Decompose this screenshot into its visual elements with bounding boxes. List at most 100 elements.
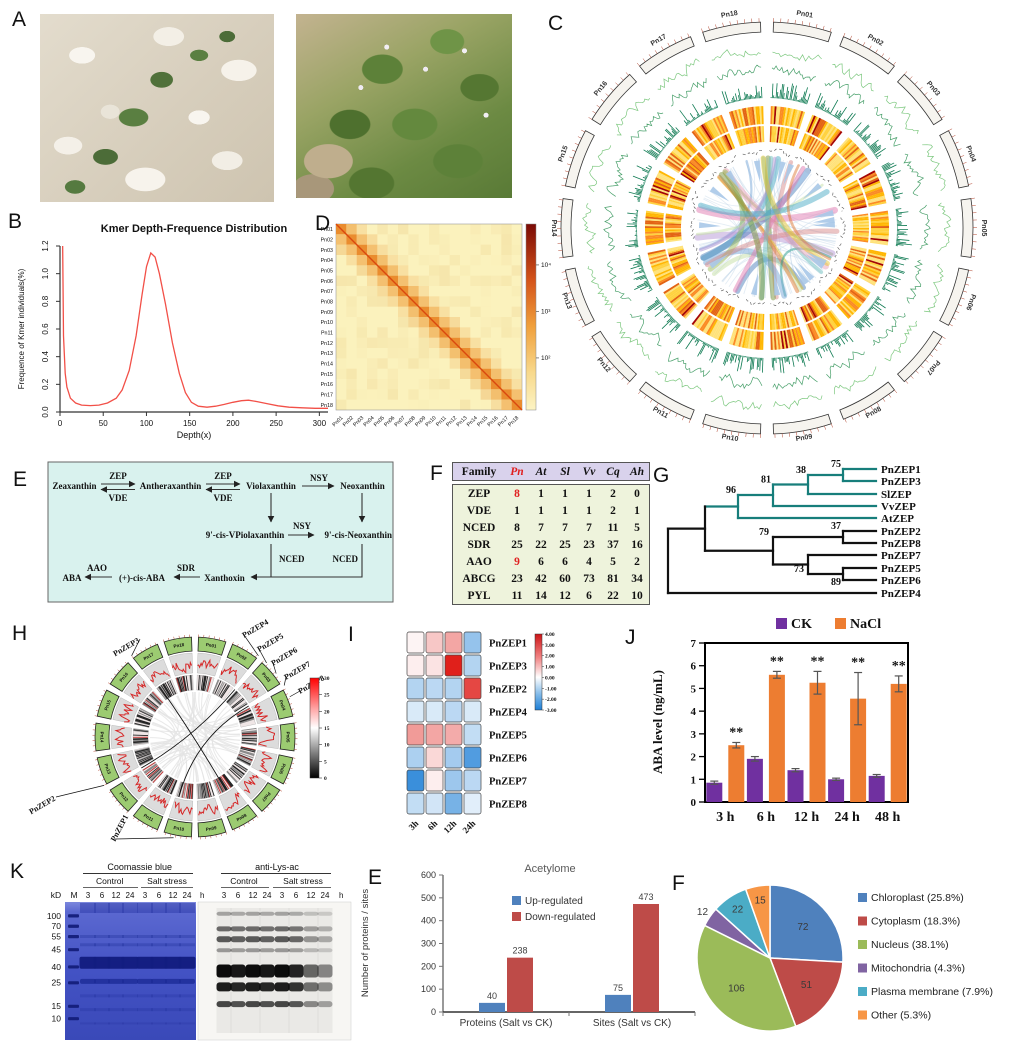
svg-text:PnZEP1: PnZEP1 — [881, 464, 921, 476]
svg-text:Pn18: Pn18 — [507, 415, 520, 428]
svg-text:Number of proteins / sites: Number of proteins / sites — [360, 889, 371, 997]
svg-text:1.00: 1.00 — [545, 665, 555, 671]
svg-text:Pn14: Pn14 — [100, 732, 105, 743]
svg-text:Pn14: Pn14 — [321, 362, 333, 368]
svg-text:0.2: 0.2 — [41, 378, 50, 390]
svg-text:ZEP: ZEP — [214, 471, 232, 481]
svg-text:Depth(x): Depth(x) — [177, 430, 212, 440]
svg-text:6: 6 — [294, 891, 299, 900]
bar-up — [479, 1002, 505, 1012]
svg-text:Pn12: Pn12 — [321, 341, 333, 347]
bar-nacl — [728, 745, 745, 802]
family-row: ZEP 8 1 1 1 2 0 — [467, 487, 640, 500]
svg-text:55: 55 — [52, 932, 62, 942]
svg-text:PnZEP5: PnZEP5 — [881, 563, 921, 575]
svg-text:PnZEP3: PnZEP3 — [111, 636, 141, 658]
svg-text:15: 15 — [324, 726, 330, 732]
svg-text:Pn06: Pn06 — [278, 763, 287, 775]
svg-text:Pn03: Pn03 — [321, 248, 333, 254]
pie-slice — [769, 884, 844, 963]
family-row: VDE 1 1 1 1 2 1 — [466, 504, 640, 517]
svg-text:3: 3 — [86, 891, 91, 900]
svg-text:Chloroplast (25.8%): Chloroplast (25.8%) — [871, 892, 964, 904]
bar-ck — [868, 775, 885, 802]
svg-text:1.0: 1.0 — [41, 268, 50, 280]
svg-text:12: 12 — [307, 891, 316, 900]
svg-text:3: 3 — [143, 891, 148, 900]
svg-text:Cytoplasm (18.3%): Cytoplasm (18.3%) — [871, 916, 960, 928]
svg-text:70: 70 — [52, 921, 62, 931]
svg-text:6: 6 — [157, 891, 162, 900]
svg-text:Pn06: Pn06 — [964, 293, 976, 311]
bar-down — [507, 957, 533, 1012]
svg-text:PnZEP2: PnZEP2 — [27, 794, 57, 816]
svg-text:0.6: 0.6 — [41, 323, 50, 335]
svg-text:Pn14: Pn14 — [466, 415, 479, 428]
svg-text:150: 150 — [183, 419, 197, 428]
svg-text:2.00: 2.00 — [545, 654, 555, 660]
svg-text:0: 0 — [691, 797, 697, 809]
svg-text:AAO: AAO — [87, 563, 107, 573]
bar-up — [605, 994, 631, 1012]
family-table-header: Family Pn At Sl Vv Cq Ah — [452, 462, 650, 481]
svg-text:PnZEP4: PnZEP4 — [489, 708, 528, 719]
svg-text:24: 24 — [321, 891, 330, 900]
svg-text:3h: 3h — [407, 818, 421, 832]
panel-label-e: E — [13, 468, 28, 491]
western-blot-gels: Coomassie blue anti-Lys-ac Control Salt str… — [47, 862, 352, 1041]
svg-text:Pn02: Pn02 — [321, 238, 333, 244]
svg-text:Pn18: Pn18 — [321, 403, 333, 409]
bar-down — [633, 903, 659, 1012]
svg-text:Pn10: Pn10 — [321, 320, 333, 326]
svg-text:40: 40 — [52, 962, 62, 972]
svg-text:Pn01: Pn01 — [205, 642, 217, 649]
svg-text:Pn16: Pn16 — [487, 415, 500, 428]
svg-text:NCED: NCED — [332, 554, 358, 564]
svg-text:PnZEP8: PnZEP8 — [881, 538, 921, 550]
svg-text:Pn01: Pn01 — [321, 227, 333, 233]
field-photo-coral-sand — [40, 14, 274, 202]
svg-text:CK: CK — [791, 617, 812, 632]
svg-text:4.00: 4.00 — [545, 632, 555, 638]
svg-text:200: 200 — [226, 419, 240, 428]
svg-text:25: 25 — [52, 978, 62, 988]
svg-text:Pn08: Pn08 — [404, 415, 417, 428]
svg-text:Pn05: Pn05 — [980, 220, 987, 237]
svg-text:5: 5 — [324, 759, 327, 765]
svg-text:3 h: 3 h — [716, 810, 735, 825]
svg-text:Pn18: Pn18 — [173, 642, 185, 649]
svg-text:Pn18: Pn18 — [721, 10, 739, 20]
svg-text:PnZEP7: PnZEP7 — [489, 777, 527, 788]
bar-nacl — [809, 682, 826, 802]
svg-text:Neoxanthin: Neoxanthin — [340, 481, 385, 491]
svg-text:**: ** — [851, 656, 865, 671]
svg-text:0.4: 0.4 — [41, 351, 50, 363]
svg-text:81: 81 — [761, 475, 771, 486]
svg-text:Pn01: Pn01 — [332, 415, 345, 428]
panel-label-c: C — [548, 12, 564, 35]
svg-text:5: 5 — [691, 683, 697, 695]
svg-text:Frequence of Kmer individuals(: Frequence of Kmer individuals(%) — [17, 268, 26, 389]
svg-text:4: 4 — [691, 706, 697, 718]
svg-text:3.00: 3.00 — [545, 643, 555, 649]
svg-text:Pn13: Pn13 — [321, 351, 333, 357]
aba-pathway-diagram: Zeaxanthin Antheraxanthin Violaxanthin Neox… — [47, 461, 394, 603]
field-photo-flowering-shrub — [296, 14, 512, 198]
svg-text:AtZEP: AtZEP — [881, 513, 914, 525]
svg-text:h: h — [339, 891, 343, 900]
svg-text:Nucleus (38.1%): Nucleus (38.1%) — [871, 939, 949, 951]
svg-text:40: 40 — [487, 991, 497, 1001]
svg-text:75: 75 — [831, 459, 841, 470]
svg-text:12: 12 — [112, 891, 121, 900]
svg-text:Sites (Salt vs CK): Sites (Salt vs CK) — [593, 1018, 671, 1029]
svg-text:Pn15: Pn15 — [476, 415, 489, 428]
svg-text:Pn04: Pn04 — [321, 258, 333, 264]
svg-text:PnZEP6: PnZEP6 — [489, 754, 527, 765]
svg-text:Salt stress: Salt stress — [147, 876, 187, 886]
svg-text:Pn12: Pn12 — [118, 791, 129, 803]
bar-ck — [828, 779, 845, 802]
svg-text:Xanthoxin: Xanthoxin — [204, 573, 245, 583]
family-row: NCED 8 7 7 7 11 5 — [462, 521, 640, 534]
svg-text:0.0: 0.0 — [41, 406, 50, 418]
svg-text:**: ** — [892, 659, 906, 674]
